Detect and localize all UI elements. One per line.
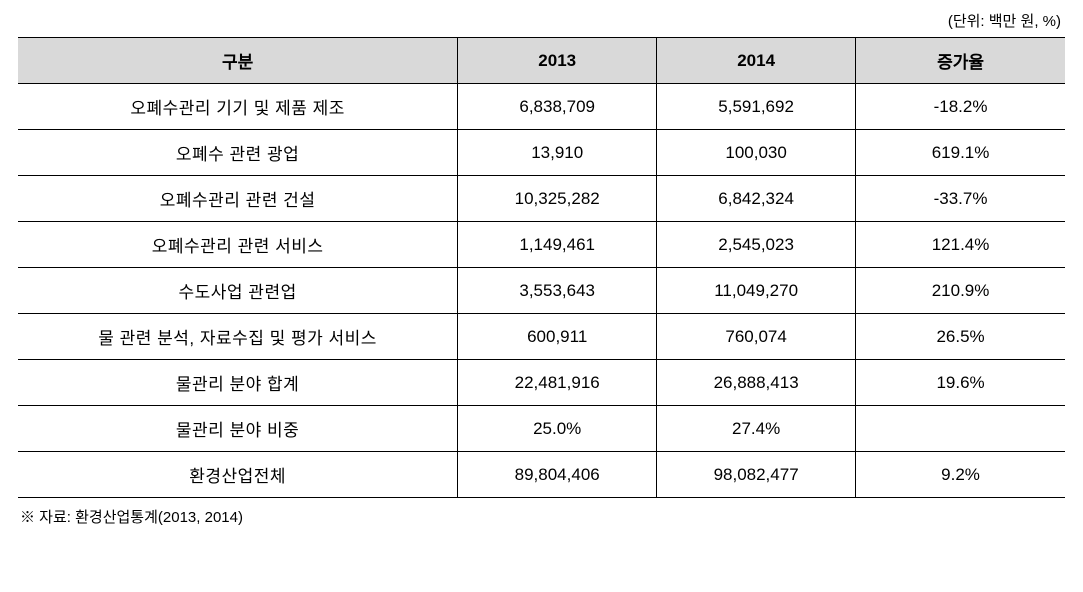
table-row: 오폐수관리 관련 건설 10,325,282 6,842,324 -33.7% (18, 176, 1065, 222)
table-header-row: 구분 2013 2014 증가율 (18, 38, 1065, 84)
row-rate: -18.2% (856, 84, 1065, 130)
row-2013: 89,804,406 (458, 452, 657, 498)
row-rate: 26.5% (856, 314, 1065, 360)
data-table: 구분 2013 2014 증가율 오폐수관리 기기 및 제품 제조 6,838,… (18, 38, 1065, 497)
row-rate: 121.4% (856, 222, 1065, 268)
row-2013: 600,911 (458, 314, 657, 360)
row-2013: 3,553,643 (458, 268, 657, 314)
row-rate: 9.2% (856, 452, 1065, 498)
table-row: 오폐수 관련 광업 13,910 100,030 619.1% (18, 130, 1065, 176)
row-2014: 100,030 (657, 130, 856, 176)
table-row: 물 관련 분석, 자료수집 및 평가 서비스 600,911 760,074 2… (18, 314, 1065, 360)
row-2013: 6,838,709 (458, 84, 657, 130)
table-container: 구분 2013 2014 증가율 오폐수관리 기기 및 제품 제조 6,838,… (18, 37, 1065, 498)
row-2014: 27.4% (657, 406, 856, 452)
row-label: 물 관련 분석, 자료수집 및 평가 서비스 (18, 314, 458, 360)
row-label: 오폐수관리 기기 및 제품 제조 (18, 84, 458, 130)
table-row: 오폐수관리 관련 서비스 1,149,461 2,545,023 121.4% (18, 222, 1065, 268)
table-row: 오폐수관리 기기 및 제품 제조 6,838,709 5,591,692 -18… (18, 84, 1065, 130)
row-2014: 26,888,413 (657, 360, 856, 406)
unit-label: (단위: 백만 원, %) (18, 10, 1065, 31)
table-row: 환경산업전체 89,804,406 98,082,477 9.2% (18, 452, 1065, 498)
row-label: 오폐수관리 관련 건설 (18, 176, 458, 222)
row-2014: 98,082,477 (657, 452, 856, 498)
col-header-2014: 2014 (657, 38, 856, 84)
row-2013: 13,910 (458, 130, 657, 176)
col-header-category: 구분 (18, 38, 458, 84)
row-2014: 5,591,692 (657, 84, 856, 130)
row-2013: 25.0% (458, 406, 657, 452)
row-2013: 22,481,916 (458, 360, 657, 406)
table-row: 물관리 분야 합계 22,481,916 26,888,413 19.6% (18, 360, 1065, 406)
footnote: ※ 자료: 환경산업통계(2013, 2014) (18, 506, 1065, 527)
table-row: 물관리 분야 비중 25.0% 27.4% (18, 406, 1065, 452)
row-2014: 6,842,324 (657, 176, 856, 222)
row-2014: 11,049,270 (657, 268, 856, 314)
row-rate: 210.9% (856, 268, 1065, 314)
row-label: 물관리 분야 합계 (18, 360, 458, 406)
col-header-2013: 2013 (458, 38, 657, 84)
row-rate (856, 406, 1065, 452)
row-rate: -33.7% (856, 176, 1065, 222)
row-rate: 619.1% (856, 130, 1065, 176)
row-2014: 2,545,023 (657, 222, 856, 268)
row-rate: 19.6% (856, 360, 1065, 406)
col-header-rate: 증가율 (856, 38, 1065, 84)
table-row: 수도사업 관련업 3,553,643 11,049,270 210.9% (18, 268, 1065, 314)
row-label: 수도사업 관련업 (18, 268, 458, 314)
row-2013: 10,325,282 (458, 176, 657, 222)
row-2014: 760,074 (657, 314, 856, 360)
row-label: 환경산업전체 (18, 452, 458, 498)
row-label: 물관리 분야 비중 (18, 406, 458, 452)
row-label: 오폐수관리 관련 서비스 (18, 222, 458, 268)
row-2013: 1,149,461 (458, 222, 657, 268)
row-label: 오폐수 관련 광업 (18, 130, 458, 176)
